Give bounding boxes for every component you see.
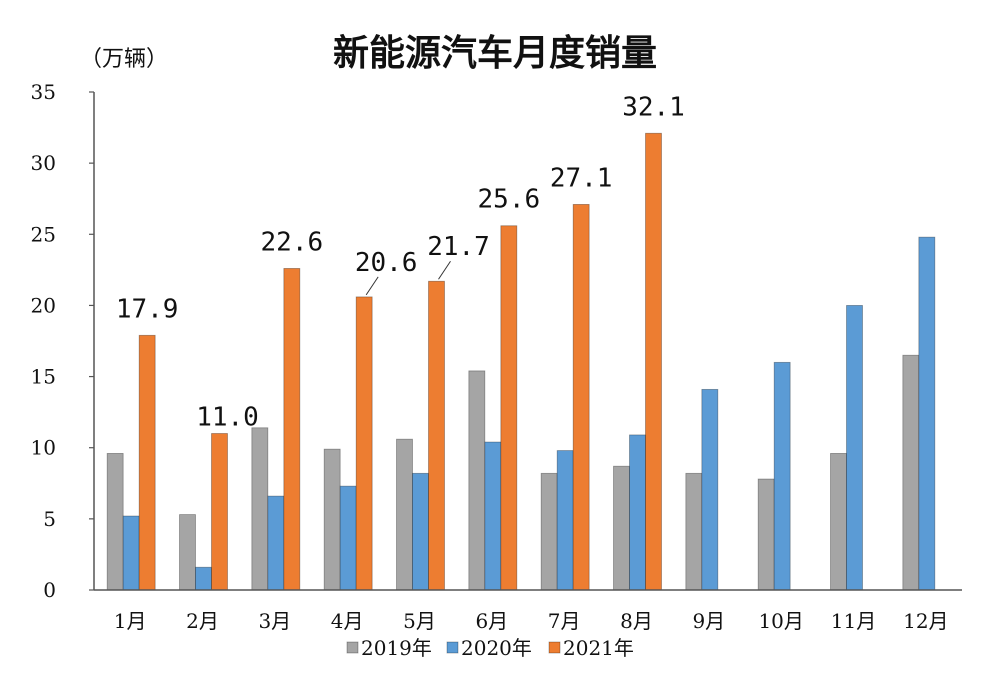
y-tick-label: 30 [31, 151, 56, 175]
x-tick-label: 6月 [475, 609, 508, 633]
bar-2020年-2月 [195, 566, 212, 591]
bar-2020年-10月 [773, 361, 791, 591]
x-tick-label: 11月 [831, 609, 876, 633]
x-tick-label: 8月 [620, 609, 653, 633]
bar-2021年-2月 [211, 433, 228, 591]
legend-swatch [446, 641, 459, 654]
bar-2021年-3月 [283, 268, 301, 591]
bar-2021年-1月 [138, 334, 156, 591]
bar-2019年-5月 [396, 438, 413, 591]
bar-2020年-6月 [484, 441, 502, 591]
data-label: 20.6 [355, 248, 418, 278]
bar-2019年-9月 [685, 472, 703, 591]
bar-2020年-8月 [629, 434, 646, 591]
data-label: 11.0 [196, 402, 259, 432]
data-label: 21.7 [427, 232, 490, 262]
bar-2020年-12月 [918, 236, 936, 591]
bar-2019年-4月 [323, 448, 341, 591]
y-tick-label: 35 [31, 80, 56, 104]
data-label-leader-line [438, 260, 451, 280]
bar-2021年-4月 [355, 296, 373, 591]
x-tick-label: 9月 [692, 609, 725, 633]
legend-label: 2021年 [563, 636, 634, 660]
data-label: 25.6 [478, 185, 541, 215]
bar-2020年-7月 [556, 450, 574, 591]
x-tick-label: 5月 [403, 609, 436, 633]
y-tick-label: 10 [31, 436, 56, 460]
y-tick-label: 25 [31, 222, 56, 246]
bar-2021年-8月 [645, 132, 662, 591]
data-labels: 17.9 11.0 22.6 20.6 21.7 25.6 27.1 32.1 [116, 92, 685, 432]
x-tick-label: 3月 [258, 609, 291, 633]
y-tick-label: 0 [43, 578, 56, 602]
x-tick-label: 4月 [331, 609, 364, 633]
chart-title: 新能源汽车月度销量 [333, 32, 657, 74]
x-tick-label: 10月 [758, 609, 803, 633]
data-label: 27.1 [550, 163, 613, 193]
legend-swatch [346, 641, 359, 654]
bar-2019年-8月 [613, 465, 630, 591]
x-axis-ticks: 1月 2月 3月 4月 5月 6月 7月 8月 9月 10月 11月 12月 [114, 609, 949, 633]
bar-2021年-7月 [572, 204, 590, 591]
y-tick-label: 20 [31, 293, 56, 317]
bar-2020年-4月 [339, 485, 357, 591]
bar-2019年-2月 [179, 514, 196, 591]
bar-2019年-6月 [468, 370, 486, 591]
x-tick-label: 2月 [186, 609, 219, 633]
x-tick-label: 12月 [903, 609, 948, 633]
bar-2021年-5月 [428, 280, 445, 591]
bar-2020年-9月 [701, 388, 719, 591]
y-axis-unit: （万辆） [80, 47, 168, 72]
legend-label: 2020年 [461, 636, 532, 660]
bar-2020年-1月 [122, 515, 140, 591]
bar-2020年-3月 [267, 495, 285, 591]
data-label: 32.1 [622, 92, 685, 122]
bar-2019年-3月 [251, 427, 269, 591]
data-label: 22.6 [261, 227, 324, 257]
legend-swatch [548, 641, 561, 654]
bar-2019年-12月 [902, 354, 920, 591]
bar-2019年-10月 [757, 478, 775, 591]
data-label-leader-line [365, 276, 379, 296]
y-axis-ticks: 0 5 10 15 20 25 30 35 [31, 80, 94, 602]
y-tick-label: 15 [31, 365, 56, 389]
bar-2019年-1月 [106, 453, 124, 591]
data-label: 17.9 [116, 294, 179, 324]
legend: 2019年 2020年 2021年 [346, 636, 634, 660]
legend-label: 2019年 [361, 636, 432, 660]
bar-2020年-11月 [846, 305, 863, 591]
bar-2019年-7月 [540, 472, 558, 591]
x-tick-label: 7月 [548, 609, 581, 633]
bar-2021年-6月 [500, 225, 518, 591]
bar-2020年-5月 [412, 472, 429, 591]
y-tick-label: 5 [43, 507, 56, 531]
bar-2019年-11月 [830, 453, 847, 591]
x-tick-label: 1月 [114, 609, 147, 633]
